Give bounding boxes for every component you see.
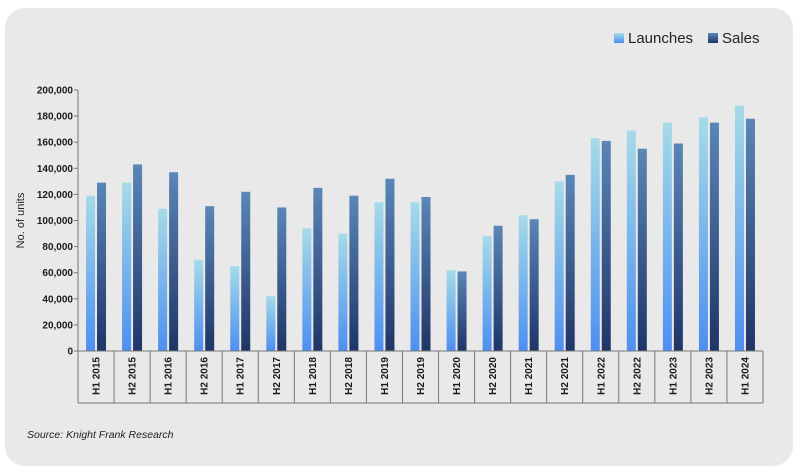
bar-launches-h2-2017: [266, 296, 276, 351]
bar-sales-h1-2019: [385, 178, 395, 351]
bar-launches-h2-2021: [554, 181, 564, 351]
legend-label-launches: Launches: [628, 30, 693, 47]
x-tick-label: H2 2020: [488, 357, 499, 395]
y-tick-label: 20,000: [42, 320, 73, 331]
bar-launches-h1-2023: [662, 122, 672, 351]
x-tick-label: H1 2024: [740, 357, 751, 395]
x-tick-label: H1 2019: [380, 357, 391, 395]
y-tick-label: 80,000: [42, 242, 73, 253]
x-axis: H1 2015 H2 2015 H1 2016 H2 2016 H1 2017 H2 20…: [77, 350, 764, 404]
y-tick-label: 160,000: [37, 138, 74, 149]
bar-sales-h2-2022: [637, 148, 647, 351]
bar-launches-h1-2016: [158, 208, 168, 351]
legend: Launches Sales: [614, 30, 760, 47]
source-note: Source: Knight Frank Research: [27, 429, 174, 441]
y-tick-label: 60,000: [42, 268, 73, 279]
bar-sales-h1-2021: [529, 219, 539, 351]
bar-sales-h1-2018: [313, 187, 323, 351]
legend-swatch-sales: [708, 33, 718, 43]
y-tick-label: 0: [67, 347, 73, 358]
bar-launches-h1-2020: [446, 270, 456, 351]
bar-sales-h2-2021: [565, 174, 575, 351]
bar-sales-h1-2022: [601, 140, 611, 351]
bar-launches-h2-2015: [122, 182, 132, 351]
bar-sales-h1-2024: [745, 118, 755, 352]
bar-launches-h1-2024: [734, 105, 744, 351]
y-axis-title: No. of units: [15, 192, 27, 248]
bar-sales-h2-2023: [709, 122, 719, 351]
bar-sales-h2-2020: [493, 225, 503, 351]
bar-sales-h2-2016: [205, 206, 215, 351]
bar-launches-h2-2023: [698, 117, 708, 351]
x-tick-label: H2 2022: [632, 357, 643, 395]
bar-launches-h2-2019: [410, 202, 420, 351]
y-tick-label: 40,000: [42, 294, 73, 305]
bar-sales-h2-2019: [421, 197, 431, 351]
x-tick-label: H2 2019: [416, 357, 427, 395]
bar-sales-h1-2023: [673, 143, 683, 351]
x-tick-label: H2 2023: [704, 357, 715, 395]
x-tick-label: H1 2020: [452, 357, 463, 395]
x-tick-label: H1 2017: [236, 357, 247, 395]
x-tick-label: H1 2023: [668, 357, 679, 395]
x-tick-label: H1 2016: [164, 357, 175, 395]
bar-launches-h1-2017: [230, 266, 240, 351]
y-tick-label: 100,000: [37, 216, 74, 227]
bar-sales-h2-2015: [133, 164, 143, 351]
legend-swatch-launches: [614, 33, 624, 43]
x-tick-label: H2 2016: [200, 357, 211, 395]
bar-launches-h1-2019: [374, 202, 384, 351]
bar-launches-h1-2021: [518, 215, 528, 351]
x-tick-label: H1 2021: [524, 357, 535, 395]
bar-sales-h2-2018: [349, 195, 359, 351]
bar-launches-h2-2016: [194, 259, 204, 351]
bars: [86, 105, 755, 352]
bar-launches-h2-2022: [626, 130, 636, 351]
legend-label-sales: Sales: [722, 30, 760, 47]
x-tick-label: H2 2015: [128, 357, 139, 395]
x-tick-label: H1 2018: [308, 357, 319, 395]
y-tick-label: 200,000: [37, 86, 74, 97]
bar-sales-h1-2017: [241, 191, 251, 351]
y-axis: 0 20,000 40,000 60,000 80,000 100,000 120,000 1…: [37, 86, 79, 358]
bar-launches-h1-2022: [590, 138, 600, 351]
bar-launches-h1-2018: [302, 228, 312, 351]
y-tick-label: 180,000: [37, 112, 74, 123]
x-tick-label: H2 2021: [560, 357, 571, 395]
bar-launches-h2-2020: [482, 236, 492, 351]
bar-sales-h1-2016: [169, 172, 179, 351]
bar-launches-h1-2015: [86, 195, 96, 351]
x-tick-label: H1 2022: [596, 357, 607, 395]
bar-sales-h1-2015: [97, 182, 107, 351]
bar-sales-h1-2020: [457, 271, 467, 351]
bar-sales-h2-2017: [277, 207, 287, 351]
bar-launches-h2-2018: [338, 233, 348, 351]
x-tick-label: H1 2015: [92, 357, 103, 395]
x-tick-label: H2 2017: [272, 357, 283, 395]
x-tick-label: H2 2018: [344, 357, 355, 395]
y-tick-label: 140,000: [37, 164, 74, 175]
y-tick-label: 120,000: [37, 190, 74, 201]
